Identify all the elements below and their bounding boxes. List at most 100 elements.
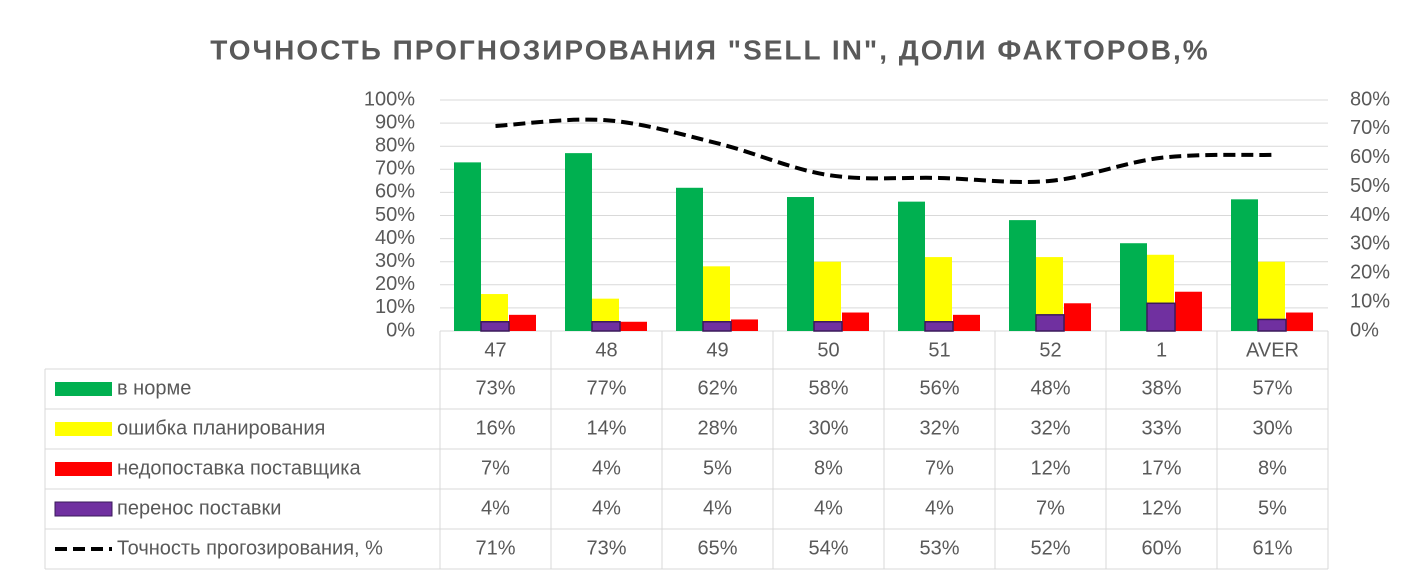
y-tick-label: 20% bbox=[375, 273, 415, 295]
table-cell: 56% bbox=[919, 377, 959, 399]
bar bbox=[1231, 199, 1258, 331]
y2-tick-label: 30% bbox=[1350, 233, 1390, 255]
table-cell: 28% bbox=[697, 417, 737, 439]
table-cell: 5% bbox=[1258, 497, 1287, 519]
y-tick-label: 40% bbox=[375, 227, 415, 249]
y2-tick-label: 20% bbox=[1350, 262, 1390, 284]
table-cell: 4% bbox=[592, 457, 621, 479]
legend-label: ошибка планирования bbox=[117, 417, 325, 439]
y-tick-label: 90% bbox=[375, 111, 415, 133]
y-tick-label: 30% bbox=[375, 250, 415, 272]
table-cell: 7% bbox=[925, 457, 954, 479]
table-cell: 32% bbox=[919, 417, 959, 439]
x-tick-label: 1 bbox=[1156, 339, 1167, 361]
table-cell: 32% bbox=[1030, 417, 1070, 439]
y-tick-label: 10% bbox=[375, 296, 415, 318]
table-cell: 53% bbox=[919, 537, 959, 559]
table-cell: 12% bbox=[1141, 497, 1181, 519]
table-cell: 16% bbox=[475, 417, 515, 439]
y-tick-label: 0% bbox=[386, 319, 415, 341]
bar bbox=[480, 321, 510, 332]
y2-tick-label: 70% bbox=[1350, 117, 1390, 139]
table-cell: 33% bbox=[1141, 417, 1181, 439]
bar bbox=[703, 266, 730, 331]
legend-key bbox=[54, 501, 113, 517]
table-cell: 4% bbox=[481, 497, 510, 519]
table-cell: 4% bbox=[703, 497, 732, 519]
table-cell: 30% bbox=[808, 417, 848, 439]
bar bbox=[454, 162, 481, 331]
chart-title: ТОЧНОСТЬ ПРОГНОЗИРОВАНИЯ "SELL IN", ДОЛИ… bbox=[210, 34, 1209, 65]
y2-tick-label: 10% bbox=[1350, 290, 1390, 312]
table-cell: 5% bbox=[703, 457, 732, 479]
table-cell: 71% bbox=[475, 537, 515, 559]
bar bbox=[509, 314, 536, 331]
table-cell: 8% bbox=[1258, 457, 1287, 479]
table-cell: 52% bbox=[1030, 537, 1070, 559]
table-cell: 12% bbox=[1030, 457, 1070, 479]
y-tick-label: 70% bbox=[375, 158, 415, 180]
bar bbox=[1064, 303, 1091, 331]
legend-key bbox=[55, 382, 112, 396]
y2-tick-label: 50% bbox=[1350, 175, 1390, 197]
y2-tick-label: 40% bbox=[1350, 204, 1390, 226]
bar bbox=[620, 321, 647, 331]
table-cell: 60% bbox=[1141, 537, 1181, 559]
table-cell: 61% bbox=[1252, 537, 1292, 559]
bar bbox=[676, 187, 703, 331]
legend-key bbox=[55, 422, 112, 436]
table-cell: 17% bbox=[1141, 457, 1181, 479]
bar bbox=[814, 261, 841, 331]
table-cell: 73% bbox=[586, 537, 626, 559]
bar bbox=[898, 201, 925, 331]
legend-label: перенос поставки bbox=[117, 497, 281, 519]
table-cell: 58% bbox=[808, 377, 848, 399]
bar bbox=[1009, 220, 1036, 331]
bar bbox=[1175, 291, 1202, 331]
x-tick-label: 49 bbox=[706, 339, 728, 361]
y2-tick-label: 80% bbox=[1350, 88, 1390, 110]
table-cell: 8% bbox=[814, 457, 843, 479]
x-tick-label: 50 bbox=[817, 339, 839, 361]
table-cell: 54% bbox=[808, 537, 848, 559]
table-cell: 62% bbox=[697, 377, 737, 399]
table-cell: 7% bbox=[481, 457, 510, 479]
bar bbox=[842, 312, 869, 331]
table-cell: 77% bbox=[586, 377, 626, 399]
bar bbox=[787, 197, 814, 331]
table-cell: 48% bbox=[1030, 377, 1070, 399]
table-cell: 4% bbox=[814, 497, 843, 519]
table-cell: 30% bbox=[1252, 417, 1292, 439]
table-cell: 73% bbox=[475, 377, 515, 399]
legend-key bbox=[55, 462, 112, 476]
table-cell: 4% bbox=[925, 497, 954, 519]
bar bbox=[1035, 314, 1065, 332]
y-tick-label: 50% bbox=[375, 204, 415, 226]
table-cell: 7% bbox=[1036, 497, 1065, 519]
table-cell: 65% bbox=[697, 537, 737, 559]
bar bbox=[813, 321, 843, 332]
y-tick-label: 60% bbox=[375, 181, 415, 203]
bar bbox=[1146, 302, 1176, 332]
bar bbox=[702, 321, 732, 332]
bar bbox=[925, 257, 952, 331]
x-tick-label: 52 bbox=[1039, 339, 1061, 361]
bar bbox=[953, 314, 980, 331]
bar bbox=[924, 321, 954, 332]
legend-label: в норме bbox=[117, 377, 191, 399]
y-tick-label: 80% bbox=[375, 134, 415, 156]
bar bbox=[1286, 312, 1313, 331]
x-tick-label: 51 bbox=[928, 339, 950, 361]
y2-tick-label: 0% bbox=[1350, 319, 1379, 341]
bar bbox=[731, 319, 758, 331]
legend-label: Точность прогозирования, % bbox=[117, 537, 383, 559]
bar bbox=[565, 153, 592, 331]
table-cell: 4% bbox=[592, 497, 621, 519]
table-cell: 14% bbox=[586, 417, 626, 439]
table-cell: 38% bbox=[1141, 377, 1181, 399]
bar bbox=[1257, 318, 1287, 332]
table-cell: 57% bbox=[1252, 377, 1292, 399]
y-tick-label: 100% bbox=[364, 88, 415, 110]
y2-tick-label: 60% bbox=[1350, 146, 1390, 168]
